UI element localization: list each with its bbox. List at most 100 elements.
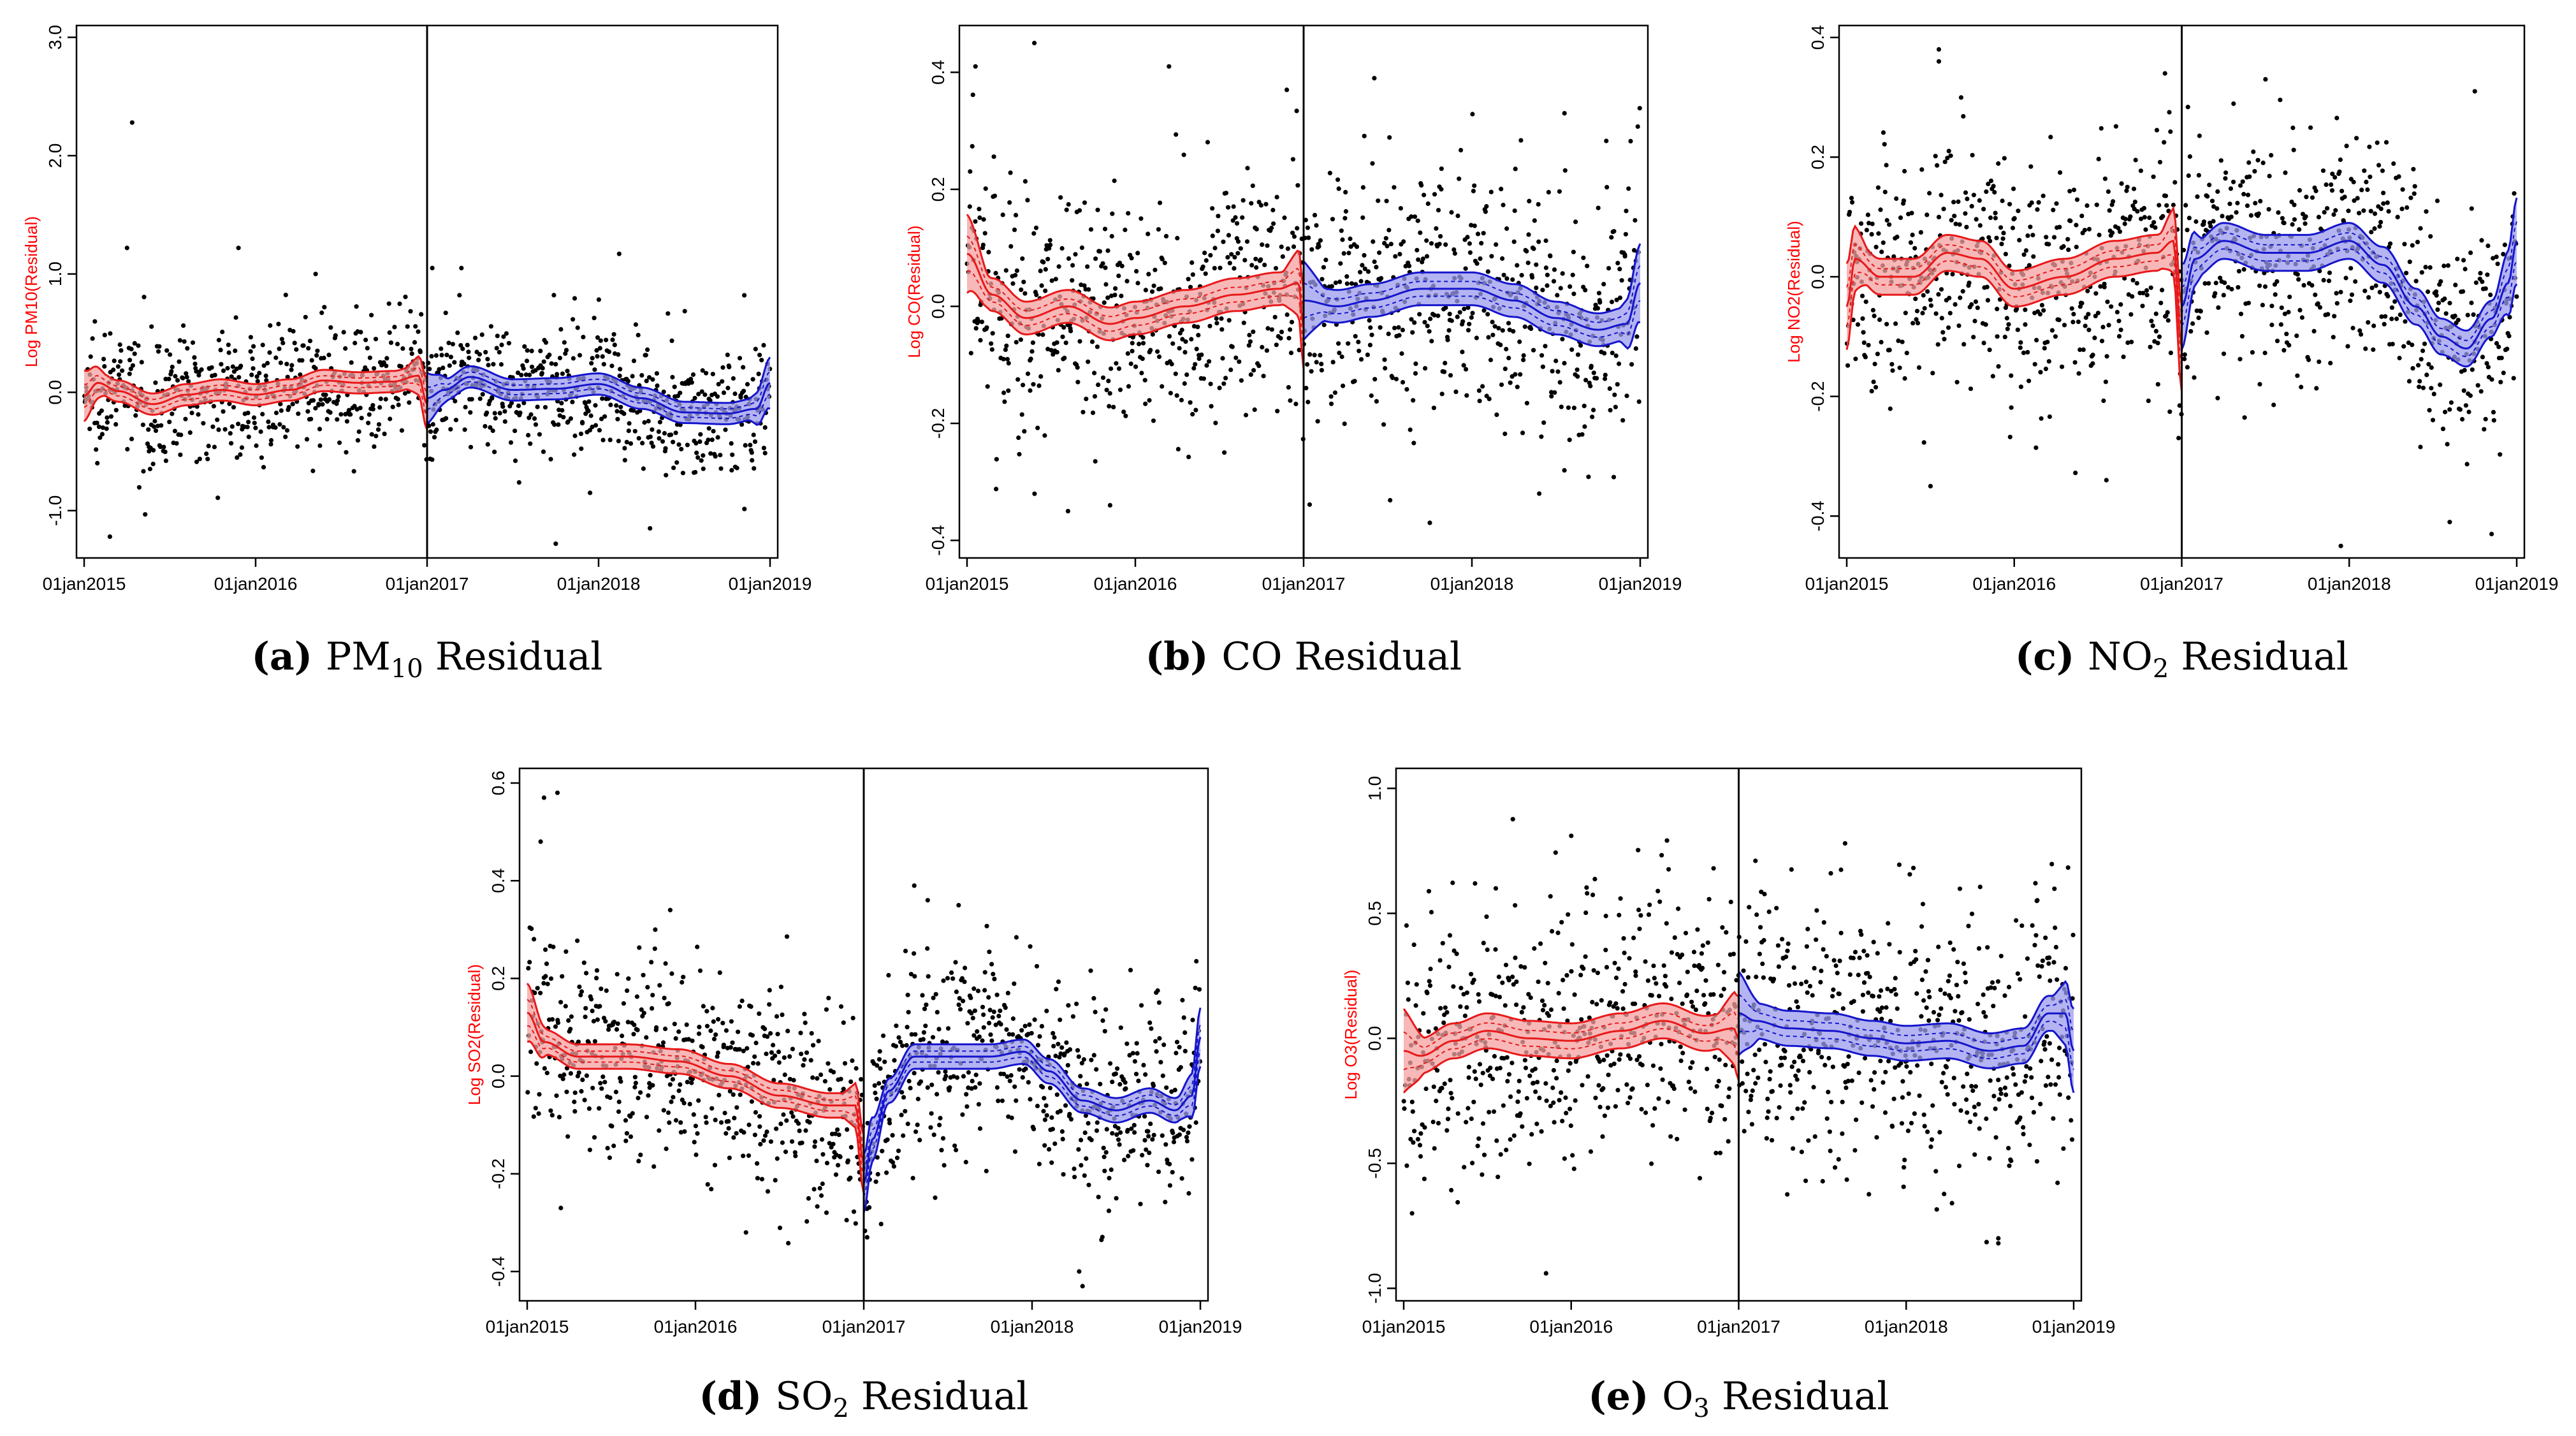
scatter-point [1068,328,1073,333]
scatter-point [1362,267,1367,272]
scatter-point [1007,1078,1012,1083]
scatter-point [742,293,747,298]
scatter-point [1460,319,1466,324]
scatter-point [1235,251,1241,256]
scatter-point [1872,362,1877,367]
scatter-point [755,1176,760,1181]
scatter-point [1400,328,1405,333]
scatter-point [697,1025,702,1030]
scatter-point [761,446,766,451]
scatter-point [363,337,368,342]
scatter-point [526,432,531,438]
scatter-point [1975,305,1980,311]
scatter-point [1428,966,1433,972]
scatter-point [771,1043,776,1048]
scatter-point [1552,267,1557,272]
scatter-point [358,330,363,335]
scatter-point [1030,349,1035,354]
scatter-point [597,346,602,351]
caption-letter: (d) [699,1374,775,1419]
scatter-point [767,988,772,993]
scatter-point [2135,209,2140,214]
scatter-point [1213,420,1218,425]
scatter-point [941,978,946,983]
scatter-point [1244,239,1250,244]
scatter-point [235,455,240,460]
scatter-point [1544,1098,1549,1103]
scatter-point [1500,328,1505,333]
scatter-point [1633,973,1638,978]
scatter-point [1524,1095,1529,1101]
scatter-point [1079,1138,1084,1143]
scatter-point [1573,1098,1578,1103]
scatter-point [1539,434,1544,439]
scatter-point [1930,370,1935,376]
scatter-point [822,1079,827,1084]
scatter-point [2485,272,2490,277]
scatter-point [2340,189,2345,194]
scatter-point [1503,366,1508,372]
scatter-point [2154,128,2160,133]
scatter-point [1386,332,1391,337]
scatter-point [1933,154,1938,159]
scatter-point [1139,1003,1144,1008]
scatter-point [931,995,936,1000]
scatter-point [2253,201,2258,206]
scatter-point [2511,376,2516,381]
scatter-point [2461,289,2466,294]
scatter-point [1134,268,1139,274]
scatter-point [741,1130,746,1135]
scatter-point [1040,1085,1045,1090]
scatter-point [1060,334,1065,339]
scatter-point [239,445,245,450]
scatter-point [1117,260,1123,265]
scatter-point [1941,207,1946,212]
scatter-point [1636,907,1641,912]
scatter-point [1139,370,1144,376]
scatter-point [646,1093,651,1098]
scatter-point [1894,196,1899,201]
scatter-point [884,1170,889,1175]
scatter-point [1372,259,1377,265]
scatter-point [2296,277,2301,282]
scatter-point [793,1154,798,1159]
scatter-point [592,316,597,321]
scatter-point [1153,267,1158,272]
scatter-point [2294,333,2299,339]
scatter-point [187,430,193,436]
scatter-point [1020,1075,1025,1080]
scatter-point [1466,1106,1471,1111]
scatter-point [1863,355,1868,360]
scatter-point [1613,1104,1618,1109]
scatter-point [1411,942,1416,948]
x-tick-label: 01jan2016 [1972,574,2056,594]
scatter-point [775,1032,780,1037]
scatter-point [1555,930,1561,935]
scatter-point [541,359,546,364]
scatter-point [226,342,231,348]
scatter-point [2221,293,2226,298]
scatter-point [964,1092,969,1097]
scatter-point [1552,1120,1557,1125]
scatter-point [1105,295,1110,300]
scatter-point [831,1069,836,1074]
scatter-point [593,403,598,408]
scatter-point [2218,158,2223,163]
scatter-point [2128,312,2134,317]
scatter-point [1585,263,1590,268]
scatter-point [669,338,674,344]
scatter-point [1612,229,1617,234]
pre-fit-c-inner-upper [1846,224,2183,330]
scatter-point [1306,399,1311,405]
scatter-point [1947,295,1952,300]
scatter-point [326,353,331,358]
scatter-point [799,1051,804,1057]
scatter-point [1124,1041,1130,1046]
scatter-point [2471,312,2476,317]
x-tick-label: 01jan2017 [822,1317,906,1337]
scatter-point [743,394,748,400]
scatter-point [1053,1053,1058,1059]
scatter-point [685,443,690,448]
scatter-point [1481,308,1487,313]
scatter-point [1426,889,1432,894]
